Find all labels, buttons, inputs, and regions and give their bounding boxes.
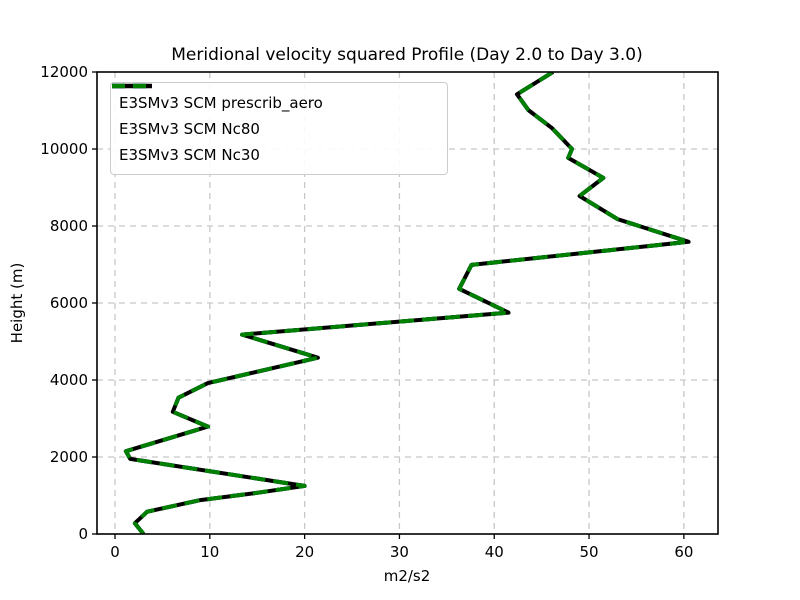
y-tick-label: 4000: [50, 371, 88, 389]
y-tick-label: 0: [78, 525, 88, 543]
y-tick-label: 8000: [50, 217, 88, 235]
x-tick-label: 60: [674, 543, 693, 561]
legend-item-nc30: E3SMv3 SCM Nc30: [112, 83, 437, 168]
y-tick-label: 10000: [40, 140, 88, 158]
legend-item-nc80: E3SMv3 SCM Nc80: [112, 83, 437, 142]
legend: E3SMv3 SCM prescrib_aero E3SMv3 SCM Nc80…: [110, 82, 448, 175]
tick-layer: [92, 71, 685, 539]
tick-label-layer: 0 10 20 30 40 50 60 0 2000 4000 6000 8000 10000 12000: [40, 63, 693, 561]
legend-item-label: E3SMv3 SCM Nc30: [119, 145, 260, 164]
x-tick-label: 10: [200, 543, 219, 561]
x-tick-label: 20: [295, 543, 314, 561]
x-tick-label: 0: [110, 543, 120, 561]
profile-lines: [123, 72, 691, 534]
y-axis-label: Height (m): [8, 263, 26, 344]
chart-title: Meridional velocity squared Profile (Day…: [171, 45, 642, 65]
profile-line-nc30: [123, 72, 691, 534]
x-tick-label: 40: [485, 543, 504, 561]
y-tick-label: 2000: [50, 448, 88, 466]
legend-item-label: E3SMv3 SCM prescrib_aero: [119, 93, 323, 112]
x-tick-label: 50: [580, 543, 599, 561]
legend-item-prescrib-aero: E3SMv3 SCM prescrib_aero: [112, 83, 437, 116]
x-tick-label: 30: [390, 543, 409, 561]
y-tick-label: 6000: [50, 294, 88, 312]
y-tick-label: 12000: [40, 63, 88, 81]
x-axis-label: m2/s2: [384, 567, 431, 585]
legend-item-label: E3SMv3 SCM Nc80: [119, 119, 260, 138]
legend-line-sample-green: [112, 83, 152, 89]
